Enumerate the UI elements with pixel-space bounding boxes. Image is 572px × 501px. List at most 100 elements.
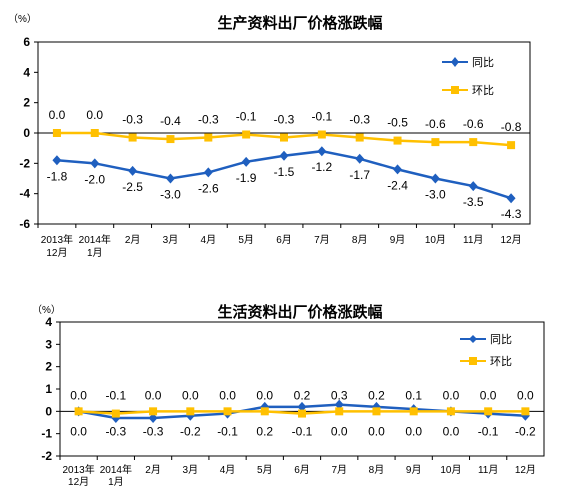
legend-label-mom: 环比 (490, 355, 512, 368)
y-tick-label: 3 (45, 337, 52, 351)
x-tick-label: 11月 (478, 464, 498, 476)
data-point-yoy (203, 167, 213, 178)
data-point-yoy (317, 146, 327, 157)
data-label: 0.2 (294, 388, 311, 402)
data-point-mom (507, 141, 516, 150)
y-tick-label: 1 (45, 382, 52, 396)
y-tick-label: 2 (23, 96, 30, 110)
data-label: -0.3 (106, 424, 127, 438)
plot-area (59, 321, 545, 457)
data-label: 0.0 (256, 388, 273, 402)
data-label: -0.2 (515, 424, 536, 438)
legend: 同比 环比 (442, 56, 494, 97)
data-label: -0.5 (387, 116, 408, 130)
data-point-yoy (393, 164, 403, 175)
x-tick-label: 6月 (294, 464, 310, 476)
x-tick-label: 3月 (163, 234, 179, 246)
data-label: -2.4 (387, 178, 408, 192)
x-tick-label: 2013年 12月 (62, 463, 94, 488)
data-point-mom (469, 138, 478, 147)
data-label: 0.0 (368, 424, 385, 438)
data-label: -0.3 (274, 113, 295, 127)
legend-label-mom: 环比 (472, 84, 494, 97)
data-label: 0.0 (219, 388, 236, 402)
data-label: -1.7 (349, 168, 370, 182)
data-label: -0.1 (478, 424, 499, 438)
x-tick-label: 10月 (425, 234, 446, 246)
data-label: 0.2 (256, 424, 273, 438)
x-tick-label: 4月 (220, 464, 236, 476)
data-labels: 0.0 -0.3 -0.3 -0.2 -0.1 0.2 -0.1 0.0 0.0 0.0 0.0 -0… (70, 388, 536, 438)
legend-marker-yoy (451, 57, 459, 67)
data-label: -1.9 (236, 171, 257, 185)
x-tick-label: 5月 (257, 464, 273, 476)
data-label: -0.3 (143, 424, 164, 438)
data-point-mom (335, 407, 344, 416)
x-tick-label: 4月 (201, 234, 217, 246)
data-point-yoy (241, 156, 251, 167)
x-tick-label: 7月 (331, 464, 347, 476)
x-tick-label: 9月 (406, 464, 422, 476)
data-label: 0.3 (331, 388, 348, 402)
data-label: -2.6 (198, 181, 219, 195)
y-tick-label: -1 (41, 427, 52, 441)
data-label: -0.6 (425, 117, 446, 131)
legend-marker-yoy (469, 335, 477, 343)
data-label: 0.0 (70, 388, 87, 402)
data-label: 0.1 (405, 388, 422, 402)
y-tick-label: 4 (23, 65, 30, 79)
data-point-mom (223, 407, 232, 416)
data-label: -2.5 (122, 180, 143, 194)
data-point-mom (74, 407, 83, 416)
data-point-mom (149, 407, 158, 416)
data-point-yoy (334, 399, 344, 410)
data-label: 0.0 (443, 424, 460, 438)
chart-title: 生产资料出厂价格涨跌幅 (217, 14, 382, 32)
data-point-mom (242, 130, 251, 139)
data-point-yoy (165, 173, 175, 184)
data-label: -1.8 (47, 169, 68, 183)
data-label: -0.8 (501, 120, 522, 134)
data-label: 0.0 (405, 424, 422, 438)
data-point-mom (90, 129, 99, 137)
data-point-mom (204, 133, 213, 142)
data-label: 0.0 (480, 388, 497, 402)
y-tick-label: 4 (45, 315, 52, 329)
data-label: -0.3 (122, 113, 143, 127)
legend-marker-mom (469, 357, 477, 365)
y-tick-label: -6 (19, 217, 30, 231)
x-tick-label: 3月 (183, 464, 199, 476)
x-tick-label: 12月 (515, 464, 536, 476)
data-label: 0.0 (49, 108, 66, 122)
data-point-yoy (297, 401, 307, 412)
data-point-mom (484, 407, 493, 416)
data-point-mom (317, 130, 326, 139)
data-point-yoy (506, 193, 516, 204)
data-point-mom (186, 407, 195, 416)
data-point-mom (111, 409, 120, 418)
data-point-mom (128, 133, 137, 142)
x-tick-label: 11月 (463, 234, 483, 246)
data-point-mom (393, 136, 402, 145)
series-lines (52, 129, 516, 204)
data-labels: -1.8 -2.0 -2.5 -3.0 -2.6 -1.9 -1.5 -1.2 -1.7 -2.4… (47, 108, 522, 221)
y-tick-label: -2 (19, 156, 30, 170)
data-point-mom (431, 138, 440, 147)
data-label: -0.1 (312, 110, 333, 124)
data-point-yoy (52, 155, 62, 166)
data-point-mom (52, 129, 61, 137)
data-point-mom (372, 407, 381, 416)
data-point-mom (298, 409, 306, 418)
chart-title: 生活资料出厂价格涨跌幅 (217, 303, 382, 321)
x-tick-label: 10月 (440, 464, 461, 476)
data-label: -1.2 (312, 160, 333, 174)
legend-label-yoy: 同比 (490, 333, 512, 346)
data-label: 0.0 (331, 424, 348, 438)
data-point-yoy (468, 181, 478, 192)
data-label: -0.6 (463, 117, 484, 131)
data-point-mom (355, 133, 364, 142)
x-tick-label: 2013年 12月 (41, 233, 73, 259)
